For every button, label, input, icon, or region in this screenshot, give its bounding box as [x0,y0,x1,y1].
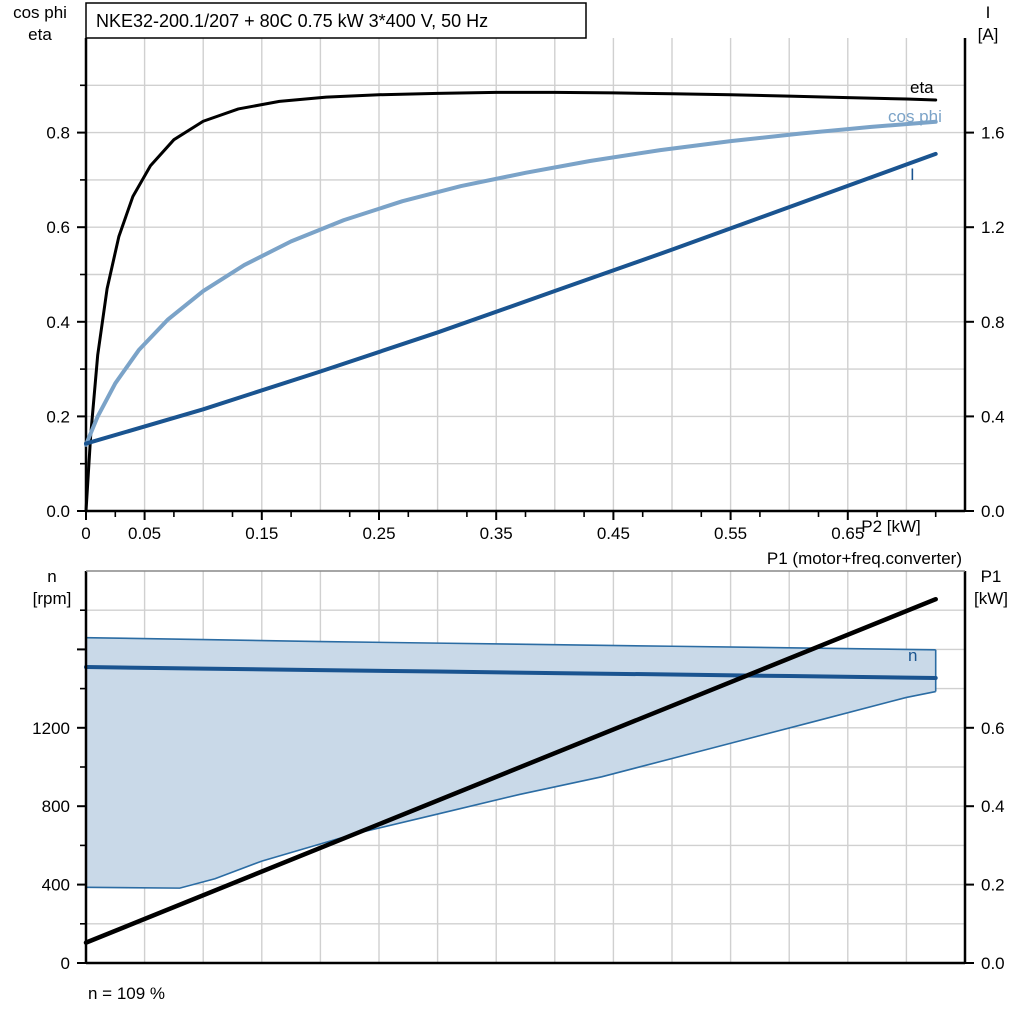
top-chart: 0 0.05 0.15 0.25 0.35 0.45 0.55 0.65 0.0 0.2 0.4 0.… [13,3,1005,543]
performance-chart-canvas: 0 0.05 0.15 0.25 0.35 0.45 0.55 0.65 0.0 0.2 0.4 0.… [0,0,1024,1024]
y-tick-label: 0.4 [46,313,70,332]
curve-label-current: I [910,165,915,184]
annotation-p1: P1 (motor+freq.converter) [767,549,962,568]
bottom-chart: 040080012000.00.20.40.6 n [rpm] P1 [kW] … [32,549,1008,1003]
y-tick-label: 0.0 [46,502,70,521]
y-tick-right-label: 1.6 [981,124,1005,143]
bottom-chart-left-axis-label-line2: [rpm] [33,589,72,608]
y-tick-right-label: 0.0 [981,954,1005,973]
bottom-chart-right-axis-label-line1: P1 [981,567,1002,586]
y-tick-label: 0.8 [46,124,70,143]
curve-label-cos-phi: cos phi [888,107,942,126]
x-tick-label: 0.65 [831,524,864,543]
x-tick-label: 0.55 [714,524,747,543]
y-tick-right-label: 0.4 [981,407,1005,426]
y-tick-right-label: 1.2 [981,218,1005,237]
performance-curve-page: 0 0.05 0.15 0.25 0.35 0.45 0.55 0.65 0.0 0.2 0.4 0.… [0,0,1024,1024]
x-tick-label: 0.45 [597,524,630,543]
top-chart-left-axis-label-line2: eta [28,25,52,44]
y-tick-label: 0.2 [46,407,70,426]
top-chart-right-axis-label-line1: I [986,3,991,22]
annotation-n: n [908,646,917,665]
x-tick-label: 0 [81,524,90,543]
top-chart-left-axis-label-line1: cos phi [13,3,67,22]
y-tick-right-label: 0.2 [981,876,1005,895]
curve-current [86,154,936,444]
chart-title: NKE32-200.1/207 + 80C 0.75 kW 3*400 V, 5… [96,11,488,31]
y-tick-right-label: 0.8 [981,313,1005,332]
curve-label-eta: eta [910,78,934,97]
x-tick-label: 0.15 [245,524,278,543]
y-tick-right-label: 0.4 [981,797,1005,816]
top-chart-gridlines [86,38,965,511]
top-chart-ticks: 0 0.05 0.15 0.25 0.35 0.45 0.55 0.65 0.0 0.2 0.4 0.… [46,85,1004,543]
bottom-chart-left-axis-label-line1: n [47,567,56,586]
top-chart-right-axis-label-line2: [A] [978,25,999,44]
curve-eta [86,92,936,511]
y-tick-right-label: 0.6 [981,719,1005,738]
bottom-chart-right-axis-label-line2: [kW] [974,589,1008,608]
y-tick-label: 0.6 [46,218,70,237]
y-tick-right-label: 0.0 [981,502,1005,521]
curve-cos-phi [86,122,936,445]
top-chart-x-axis-label: P2 [kW] [861,517,921,536]
chart-caption: n = 109 % [88,984,165,1003]
y-tick-label: 400 [42,876,70,895]
y-tick-label: 1200 [32,719,70,738]
x-tick-label: 0.05 [128,524,161,543]
x-tick-label: 0.35 [480,524,513,543]
x-tick-label: 0.25 [362,524,395,543]
y-tick-label: 0 [61,954,70,973]
y-tick-label: 800 [42,797,70,816]
